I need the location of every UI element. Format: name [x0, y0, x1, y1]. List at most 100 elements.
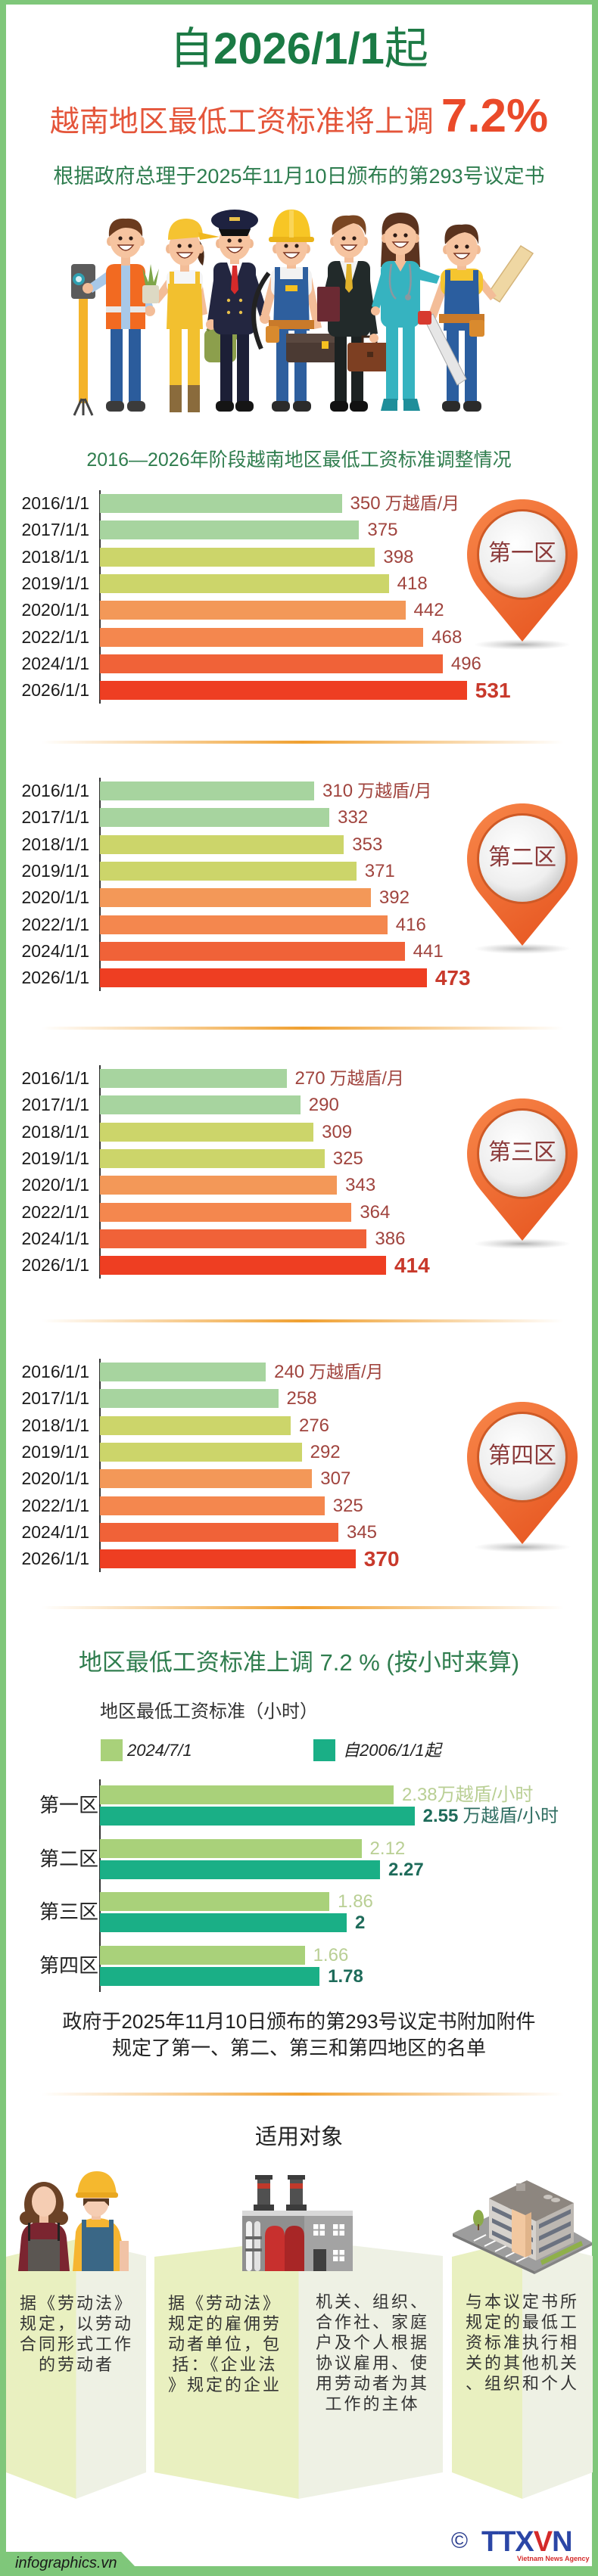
- value-number: 1.86: [338, 1891, 373, 1913]
- bar: [100, 1176, 338, 1195]
- bar: [100, 1442, 302, 1462]
- agency-logo: TTXVN: [481, 2528, 573, 2556]
- date-label: 2017/1/1: [21, 1388, 89, 1409]
- value-label: 332: [338, 808, 368, 827]
- value-number: 307: [320, 1468, 351, 1490]
- frame-border-bottom: [0, 2566, 598, 2576]
- monthly-chart-title: 2016—2026年阶段越南地区最低工资标准调整情况: [86, 449, 512, 471]
- value-number: 2.38: [401, 1785, 438, 1805]
- value-number: 398: [383, 546, 414, 567]
- scope-card-1: [6, 2239, 146, 2499]
- value-label: 345: [347, 1523, 377, 1542]
- value-label: 350 万越盾/月: [350, 493, 459, 514]
- bar: [100, 1095, 301, 1115]
- bar-row: 2022/1/1 468: [0, 626, 598, 647]
- value-label: 473: [435, 968, 471, 989]
- scope-title: 适用对象: [254, 2125, 343, 2149]
- bar: [100, 1913, 347, 1933]
- bar: [100, 1389, 279, 1409]
- date-label: 2022/1/1: [21, 626, 89, 647]
- value-label: 2.12: [370, 1839, 406, 1858]
- bar: [100, 1785, 394, 1804]
- zone-label: 第四区: [39, 1955, 98, 1978]
- frame-border-left: [0, 0, 6, 2576]
- hourly-chart-subtitle: 地区最低工资标准（小时）: [100, 1701, 318, 1722]
- legend-swatch-2024: [101, 1739, 123, 1761]
- location-pin-icon: 第二区: [466, 803, 579, 959]
- value-label: 292: [310, 1443, 341, 1462]
- scope-card-2-3: [154, 2239, 443, 2499]
- value-label: 370: [363, 1547, 400, 1571]
- headline: 越南地区最低工资标准将上调 7.2%: [0, 90, 598, 149]
- value-number: 350: [350, 493, 381, 514]
- value-number: 343: [345, 1175, 376, 1196]
- bar: [100, 1122, 314, 1142]
- bar-row: 2024/1/1 386: [0, 1229, 598, 1248]
- value-number: 371: [364, 860, 395, 881]
- date-label: 2018/1/1: [21, 1121, 89, 1142]
- bar-row: 2019/1/1 325: [0, 1148, 598, 1168]
- bar: [100, 782, 315, 800]
- zone-group: 第二区 2.12 2.27: [0, 1838, 598, 1879]
- headline-percent: 7.2%: [441, 90, 549, 142]
- value-label: 1.78: [328, 1967, 363, 1986]
- zone-group: 第三区 1.86 2: [0, 1892, 598, 1933]
- bar-row: 2026/1/1 473: [0, 968, 598, 989]
- bar-row: 2018/1/1 276: [0, 1415, 598, 1435]
- bar: [100, 968, 427, 988]
- date-label: 2016/1/1: [21, 781, 89, 800]
- axis-line: [99, 1065, 101, 1279]
- date-label: 2019/1/1: [21, 573, 89, 593]
- bar-row: 2020/1/1 343: [0, 1176, 598, 1195]
- hourly-chart-title: 地区最低工资标准上调 7.2 % (按小时来算): [78, 1649, 520, 1676]
- value-number: 370: [363, 1547, 400, 1571]
- divider: [42, 1027, 564, 1030]
- pin-shape: [467, 1402, 578, 1552]
- value-unit: 万越盾/月: [309, 1362, 384, 1381]
- construction-worker-figure: [251, 210, 347, 412]
- bar: [100, 1807, 415, 1826]
- bar-row: 2026/1/1 531: [0, 680, 598, 701]
- zone-4-chart: 2016/1/1 240 万越盾/月 2017/1/1 258 2018/1/1 276 20…: [0, 1359, 598, 1582]
- value-number: 310: [322, 781, 354, 801]
- zone-group: 第一区 2.38万越盾/小时 2.55 万越盾/小时: [0, 1785, 598, 1826]
- card-text-line: 括：《企业法: [172, 2355, 278, 2374]
- value-number: 353: [352, 834, 383, 855]
- value-number: 1.78: [328, 1966, 363, 1987]
- value-number: 441: [413, 940, 444, 962]
- bar: [100, 494, 342, 513]
- scope-card-2-text: 据《劳动法》 规定的雇佣劳 动者单位，包 括：《企业法 》规定的企业: [167, 2293, 282, 2395]
- value-label: 496: [451, 654, 481, 673]
- bar: [100, 808, 330, 828]
- value-unit: 万越盾/月: [385, 493, 459, 513]
- bar-row: 2020/1/1 442: [0, 601, 598, 620]
- bar-row: 2022/1/1 325: [0, 1496, 598, 1515]
- bar: [100, 1363, 266, 1381]
- value-label: 2.55 万越盾/小时: [423, 1807, 559, 1826]
- value-label: 1.86: [338, 1892, 373, 1911]
- card-text-line: 动者单位，包: [167, 2335, 282, 2354]
- bar-row: 2017/1/1 375: [0, 520, 598, 540]
- value-label: 418: [397, 574, 428, 593]
- zone-label: 第二区: [39, 1847, 98, 1870]
- card-text-line: 资标准执行相: [465, 2333, 579, 2352]
- agency-name: Vietnam News Agency: [517, 2555, 590, 2562]
- bar-row: 2019/1/1 292: [0, 1442, 598, 1462]
- frame-border-top: [0, 0, 598, 5]
- value-number: 2.55: [422, 1806, 459, 1826]
- pin-shape: [467, 1098, 578, 1249]
- card-text-line: 户及个人根据: [315, 2333, 429, 2352]
- office-building-icon: [453, 2180, 592, 2274]
- date-label: 2020/1/1: [21, 1175, 89, 1195]
- bar: [100, 1860, 380, 1879]
- value-number: 270: [294, 1068, 325, 1089]
- annex-note-line-2: 规定了第一、第二、第三和第四地区的名单: [111, 2037, 486, 2059]
- date-label: 2017/1/1: [21, 520, 89, 540]
- value-label: 392: [379, 888, 410, 907]
- date-label: 2024/1/1: [21, 1521, 89, 1542]
- divider: [42, 1606, 564, 1609]
- date-label: 2024/1/1: [21, 940, 89, 961]
- bar: [100, 1202, 352, 1222]
- bar: [100, 915, 388, 934]
- bar: [100, 861, 357, 881]
